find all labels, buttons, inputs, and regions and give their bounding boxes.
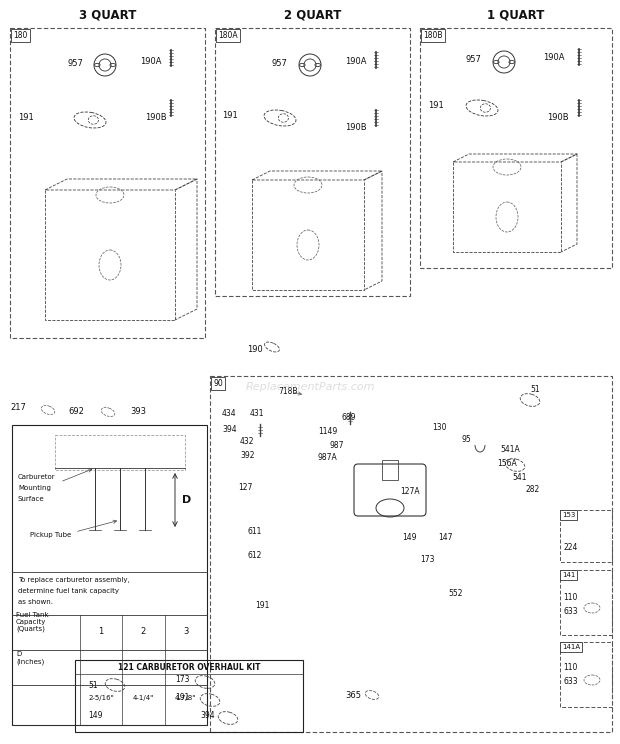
Text: 191: 191 [428, 101, 444, 111]
Text: 2 QUART: 2 QUART [284, 9, 341, 22]
Bar [210, 376, 612, 732]
Text: 147: 147 [438, 533, 453, 542]
Text: 51: 51 [530, 385, 539, 394]
Text: 95: 95 [462, 435, 472, 444]
Text: Surface: Surface [18, 496, 45, 502]
Text: 987A: 987A [318, 454, 338, 463]
Text: 434: 434 [222, 408, 237, 417]
Text: 191: 191 [255, 600, 269, 609]
Text: 217: 217 [10, 403, 26, 412]
Text: 394: 394 [200, 711, 215, 719]
Text: 190A: 190A [140, 57, 161, 66]
Text: 394: 394 [222, 426, 237, 434]
Text: 1: 1 [99, 627, 104, 637]
Bar [215, 28, 410, 296]
Text: 191: 191 [222, 112, 237, 121]
Bar [560, 570, 612, 635]
Text: 718B: 718B [278, 388, 298, 397]
Text: determine fuel tank capacity: determine fuel tank capacity [18, 588, 119, 594]
Text: 2‑5/16": 2‑5/16" [88, 695, 114, 701]
Text: 180: 180 [13, 31, 27, 40]
Text: 3 QUART: 3 QUART [79, 9, 136, 22]
Bar [75, 660, 303, 732]
Text: 432: 432 [240, 437, 254, 446]
Text: Pickup Tube: Pickup Tube [30, 532, 71, 538]
Text: 127: 127 [238, 484, 252, 493]
Text: 51: 51 [88, 681, 97, 690]
Text: 4‑7/8": 4‑7/8" [175, 695, 197, 701]
Bar [12, 425, 207, 725]
Text: 153: 153 [562, 512, 575, 518]
Text: 1149: 1149 [318, 428, 337, 437]
Text: 90: 90 [213, 379, 223, 388]
Text: 190B: 190B [345, 124, 366, 132]
Text: 957: 957 [272, 59, 288, 68]
Text: 149: 149 [402, 533, 417, 542]
Text: To replace carburetor assembly,: To replace carburetor assembly, [18, 577, 130, 583]
Text: 180B: 180B [423, 31, 443, 40]
Text: Mounting: Mounting [18, 485, 51, 491]
Text: 541: 541 [512, 472, 526, 481]
Text: 127A: 127A [400, 487, 420, 496]
Text: D
(Inches): D (Inches) [16, 651, 44, 664]
Text: 392: 392 [240, 452, 254, 461]
Bar [55, 435, 185, 470]
Text: 1 QUART: 1 QUART [487, 9, 545, 22]
Text: 2: 2 [141, 627, 146, 637]
Text: 149: 149 [88, 711, 102, 719]
Text: 611: 611 [248, 527, 262, 536]
Text: 173: 173 [175, 676, 190, 684]
Text: Carburetor: Carburetor [18, 474, 56, 480]
Bar [382, 460, 398, 480]
Text: 141: 141 [562, 572, 575, 578]
Text: 110: 110 [563, 664, 577, 673]
Text: 191: 191 [18, 114, 33, 123]
Text: 3: 3 [183, 627, 188, 637]
Text: 957: 957 [466, 56, 482, 65]
Text: 190A: 190A [345, 57, 366, 66]
Text: 692: 692 [68, 408, 84, 417]
Text: 541A: 541A [500, 446, 520, 455]
Text: 282: 282 [525, 486, 539, 495]
Text: 689: 689 [342, 414, 356, 423]
Text: 156A: 156A [497, 460, 516, 469]
Text: 633: 633 [563, 608, 578, 617]
Text: 633: 633 [563, 678, 578, 687]
Text: 190B: 190B [547, 114, 569, 123]
Text: 180A: 180A [218, 31, 237, 40]
Text: 190A: 190A [543, 54, 564, 62]
Text: 190: 190 [247, 344, 263, 353]
Bar [560, 510, 612, 562]
Text: 121 CARBURETOR OVERHAUL KIT: 121 CARBURETOR OVERHAUL KIT [118, 664, 260, 673]
Text: 957: 957 [68, 59, 84, 68]
Text: 365: 365 [345, 690, 361, 699]
Text: 130: 130 [432, 423, 446, 432]
Text: 431: 431 [250, 408, 265, 417]
Text: D: D [182, 495, 191, 505]
Text: 987: 987 [330, 440, 345, 449]
Bar [10, 28, 205, 338]
Text: 110: 110 [563, 594, 577, 603]
Text: 552: 552 [448, 589, 463, 598]
Text: 612: 612 [248, 551, 262, 560]
Text: ReplacementParts.com: ReplacementParts.com [246, 382, 374, 392]
Text: 224: 224 [563, 544, 577, 553]
Text: 393: 393 [130, 408, 146, 417]
Text: 191: 191 [175, 693, 189, 702]
Text: Fuel Tank
Capacity
(Quarts): Fuel Tank Capacity (Quarts) [16, 612, 48, 632]
Text: 173: 173 [420, 556, 435, 565]
Bar [560, 642, 612, 707]
Text: as shown.: as shown. [18, 599, 53, 605]
Text: 4‑1/4": 4‑1/4" [133, 695, 154, 701]
Bar [420, 28, 612, 268]
Text: 190B: 190B [145, 114, 167, 123]
Text: 141A: 141A [562, 644, 580, 650]
